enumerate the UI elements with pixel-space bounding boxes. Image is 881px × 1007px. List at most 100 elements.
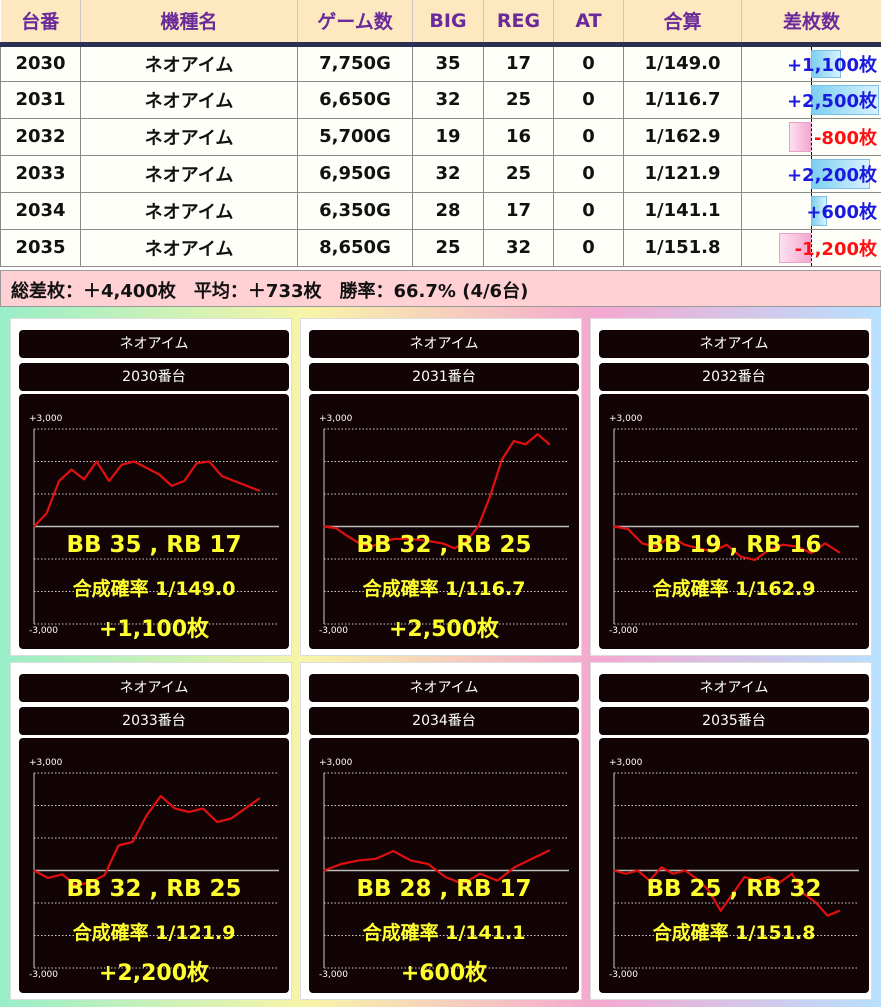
slump-chart: +3,000 -3,000 BB 19 , RB 16 合成確率 1/162.9 [599,394,869,649]
data-point [340,863,343,865]
data-point [524,443,527,446]
cell-at: 0 [553,154,624,193]
slump-chart: +3,000 -3,000 BB 25 , RB 32 合成確率 1/151.8 [599,738,869,993]
data-point [70,468,73,471]
cell-at: 0 [553,117,624,156]
data-point [427,863,429,865]
column-header[interactable]: 差枚数 [741,0,881,47]
diff-text: +2,200枚 [98,961,210,986]
y-tick-top: +3,000 [29,758,63,768]
column-header[interactable]: BIG [412,0,484,47]
diff-text: +1,100枚 [98,617,210,642]
data-point [117,844,120,847]
data-point [496,879,499,882]
cell-games: 6,950G [297,154,413,193]
data-point [131,841,134,843]
series-line [33,794,261,887]
cell-reg: 17 [483,43,554,82]
cell-at: 0 [553,43,624,82]
chart-panel: ネオアイム 2033番台 +3,000 -3,000 BB 32 , RB 25… [10,662,292,1000]
column-header[interactable]: ゲーム数 [297,0,413,47]
data-point [47,877,49,879]
y-tick-bottom: -3,000 [319,970,349,980]
table-row[interactable]: 2030 ネオアイム 7,750G 35 17 0 1/149.0 +1,100枚 [0,43,881,82]
chart-svg [613,428,859,625]
data-point [33,525,35,528]
table-row[interactable]: 2034 ネオアイム 6,350G 28 17 0 1/141.1 +600枚 [0,191,881,230]
unit-label: 2033番台 [19,707,289,735]
data-point [429,540,432,543]
cell-reg: 25 [483,80,554,119]
data-point [672,872,675,875]
machine-label: ネオアイム [599,330,869,358]
data-point [58,480,60,482]
chart-svg [613,772,859,969]
data-point [258,489,261,492]
data-point [683,543,686,546]
data-point [814,901,817,904]
data-point [108,480,110,482]
data-point [739,555,742,558]
column-header[interactable]: 台番 [0,0,81,47]
cell-games: 6,650G [297,80,413,119]
column-header[interactable]: 合算 [623,0,742,47]
slump-chart: +3,000 -3,000 BB 32 , RB 25 合成確率 1/116.7… [309,394,579,649]
data-table: 台番 機種名 ゲーム数 BIG REG AT 合算 差枚数 2030 ネオアイム 7,750G 35… [0,0,881,267]
data-point [779,881,781,883]
cell-big: 28 [412,191,484,230]
cell-name: ネオアイム [80,228,298,267]
table-row[interactable]: 2033 ネオアイム 6,950G 32 25 0 1/121.9 +2,200枚 [0,154,881,193]
data-point [513,866,516,869]
cell-name: ネオアイム [80,117,298,156]
bb-rb-text: BB 32 , RB 25 [66,876,242,902]
diff-bar [811,158,871,189]
machine-label: ネオアイム [309,674,579,702]
cell-prob: 1/116.7 [623,80,742,119]
cell-name: ネオアイム [80,154,298,193]
diff-bar [811,49,841,78]
cell-no: 2032 [0,117,81,156]
data-point [323,869,325,872]
data-point [655,545,658,548]
data-point [684,869,686,872]
cell-reg: 17 [483,191,554,230]
data-point [531,858,533,860]
data-point [465,540,468,543]
table-row[interactable]: 2035 ネオアイム 8,650G 25 32 0 1/151.8 -1,200枚 [0,228,881,267]
data-point [33,869,35,872]
data-point [719,910,722,912]
data-point [357,859,360,862]
column-header[interactable]: AT [553,0,624,47]
chart-panel: ネオアイム 2031番台 +3,000 -3,000 BB 32 , RB 25… [300,318,582,656]
chart-panel: ネオアイム 2030番台 +3,000 -3,000 BB 35 , RB 17… [10,318,292,656]
column-header[interactable]: REG [483,0,554,47]
table-row[interactable]: 2031 ネオアイム 6,650G 32 25 0 1/116.7 +2,500枚 [0,80,881,119]
cell-no: 2030 [0,43,81,82]
probability-text: 合成確率 1/121.9 [72,922,236,944]
cell-games: 6,350G [297,191,413,230]
table-row[interactable]: 2032 ネオアイム 5,700G 19 16 0 1/162.9 -800枚 [0,117,881,156]
chart-grid: ネオアイム 2030番台 +3,000 -3,000 BB 35 , RB 17… [0,307,881,1007]
data-point [258,797,261,800]
series-line [323,433,551,550]
data-point [83,478,85,481]
data-point [195,462,198,464]
data-point [208,460,211,463]
cell-reg: 16 [483,117,554,156]
column-header[interactable]: 機種名 [80,0,298,47]
bb-rb-text: BB 32 , RB 25 [356,532,532,558]
data-point [89,881,92,883]
cell-big: 32 [412,80,484,119]
probability-text: 合成確率 1/151.8 [652,922,816,944]
unit-label: 2031番台 [309,363,579,391]
data-point [246,485,248,487]
data-point [453,547,456,550]
data-point [782,543,784,546]
data-point [479,872,481,875]
data-point [696,878,698,880]
data-point [697,547,700,550]
data-point [489,495,491,498]
chart-panel: ネオアイム 2035番台 +3,000 -3,000 BB 25 , RB 32… [590,662,872,1000]
chart-svg [323,428,569,625]
data-point [159,795,162,797]
